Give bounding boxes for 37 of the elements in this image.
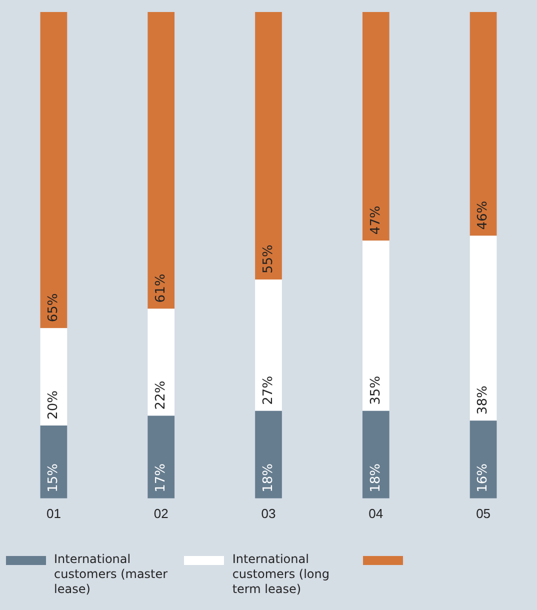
- x-tick-label: 04: [368, 506, 384, 521]
- data-label: 15%: [46, 463, 62, 492]
- data-label: 18%: [260, 463, 276, 492]
- data-label: 22%: [153, 380, 168, 410]
- data-label: 20%: [46, 390, 62, 420]
- data-label: 18%: [368, 463, 384, 492]
- bar: [40, 328, 68, 426]
- data-label: 47%: [368, 206, 384, 235]
- bar: [40, 12, 68, 328]
- bar: [255, 12, 282, 280]
- x-tick-label: 01: [46, 506, 61, 521]
- x-tick-label: 02: [154, 506, 168, 521]
- bar: [148, 12, 175, 309]
- bar: [255, 280, 282, 411]
- x-tick-label: 03: [261, 506, 276, 521]
- bar: [40, 425, 68, 498]
- bar: [255, 410, 282, 498]
- data-label: 55%: [260, 244, 276, 274]
- bar: [362, 12, 390, 241]
- data-label: 38%: [476, 386, 491, 415]
- bar: [470, 12, 497, 236]
- data-label: 61%: [153, 274, 168, 303]
- data-label: 27%: [260, 376, 276, 405]
- data-label: 65%: [46, 293, 62, 322]
- x-tick-label: 05: [476, 506, 491, 521]
- bar: [362, 240, 390, 411]
- legend-label: International customers (master lease): [54, 552, 169, 597]
- data-label: 35%: [368, 376, 384, 405]
- data-label: 17%: [153, 463, 168, 492]
- bar: [470, 236, 497, 421]
- data-label: 16%: [476, 463, 491, 492]
- bar: [470, 420, 497, 498]
- bar: [148, 308, 175, 416]
- bar: [362, 410, 390, 498]
- data-label: 46%: [476, 200, 491, 230]
- bar: [148, 416, 175, 498]
- legend-label: International customers (long term lease): [232, 552, 330, 597]
